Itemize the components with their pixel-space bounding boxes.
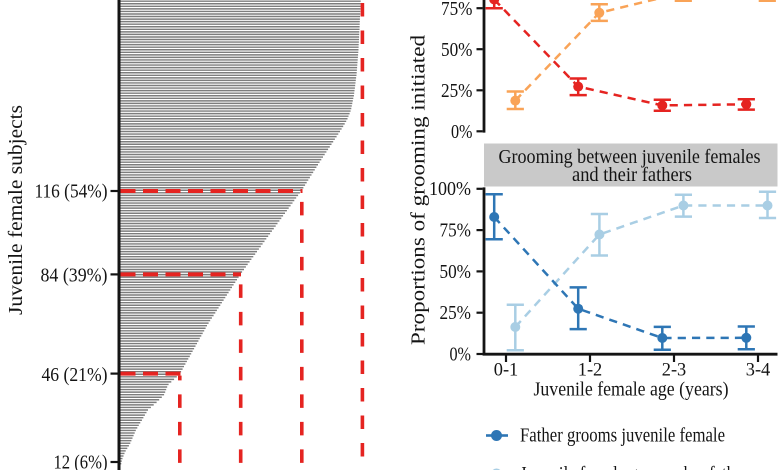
svg-text:Father grooms juvenile female: Father grooms juvenile female: [520, 424, 725, 446]
svg-text:50%: 50%: [440, 261, 472, 283]
svg-text:12 (6%): 12 (6%): [54, 451, 108, 470]
svg-text:Juvenile female grooms her fat: Juvenile female grooms her father: [520, 463, 748, 470]
svg-text:2-3: 2-3: [662, 360, 687, 381]
svg-text:Juvenile female subjects: Juvenile female subjects: [5, 105, 27, 315]
svg-text:50%: 50%: [441, 39, 473, 61]
svg-text:75%: 75%: [440, 220, 472, 242]
svg-text:Grooming between juvenile fema: Grooming between juvenile females: [499, 146, 761, 168]
svg-text:0%: 0%: [450, 343, 472, 365]
svg-text:46 (21%): 46 (21%): [42, 364, 108, 386]
svg-text:75%: 75%: [441, 0, 473, 20]
svg-text:25%: 25%: [441, 80, 473, 102]
svg-text:100%: 100%: [429, 178, 471, 200]
svg-text:1-2: 1-2: [578, 360, 603, 381]
svg-text:Proportions of grooming initia: Proportions of grooming initiated: [408, 35, 430, 345]
svg-text:0-1: 0-1: [494, 360, 519, 381]
svg-text:3-4: 3-4: [746, 360, 771, 381]
svg-text:0%: 0%: [451, 121, 473, 143]
svg-text:and their fathers: and their fathers: [572, 164, 692, 186]
svg-text:25%: 25%: [440, 302, 472, 324]
svg-text:Juvenile female age (years): Juvenile female age (years): [534, 379, 729, 401]
svg-text:116 (54%): 116 (54%): [35, 180, 108, 202]
svg-text:84 (39%): 84 (39%): [41, 265, 108, 287]
